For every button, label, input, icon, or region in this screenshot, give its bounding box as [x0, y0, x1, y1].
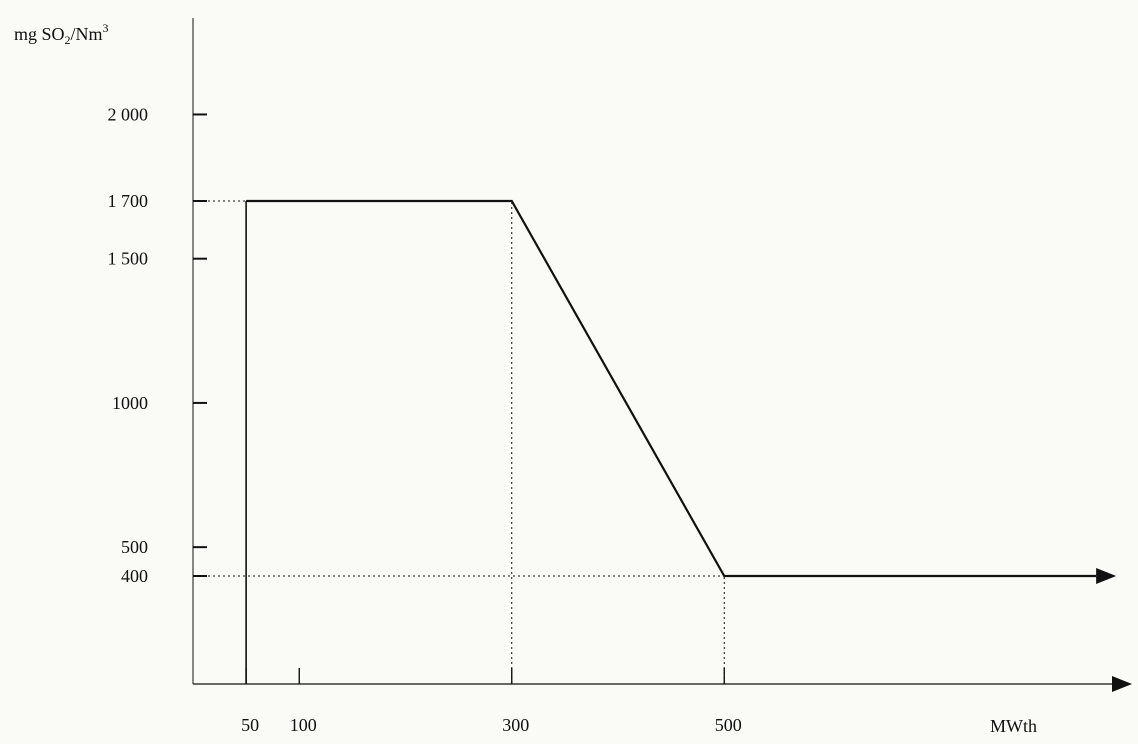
y-tick-label: 2 000: [108, 104, 149, 124]
y-unit-subscript: 2: [65, 33, 71, 47]
axes: [192, 18, 1132, 692]
reference-lines: [193, 200, 725, 684]
x-tick-label: 500: [715, 715, 742, 735]
y-tick-label: 400: [121, 566, 148, 586]
x-tick-label: 50: [241, 715, 259, 735]
series: [246, 199, 1117, 584]
x-axis-unit-label: MWth: [990, 716, 1037, 736]
y-unit-superscript: 3: [103, 21, 109, 35]
y-tick-label: 500: [121, 537, 148, 557]
tick-labels: 2 000 1 700 1 500 1000 500 400 50 100 300 500: [108, 104, 742, 735]
series-arrow: [1096, 568, 1117, 584]
x-tick-label: 300: [502, 715, 529, 735]
y-tick-label: 1000: [112, 393, 148, 413]
y-axis-unit-label: mg SO2/Nm3: [14, 21, 109, 47]
y-tick-label: 1 700: [108, 191, 149, 211]
series-line: [246, 199, 1097, 578]
y-tick-label: 1 500: [108, 249, 149, 269]
x-tick-label: 100: [290, 715, 317, 735]
x-axis-arrow: [1112, 676, 1132, 692]
